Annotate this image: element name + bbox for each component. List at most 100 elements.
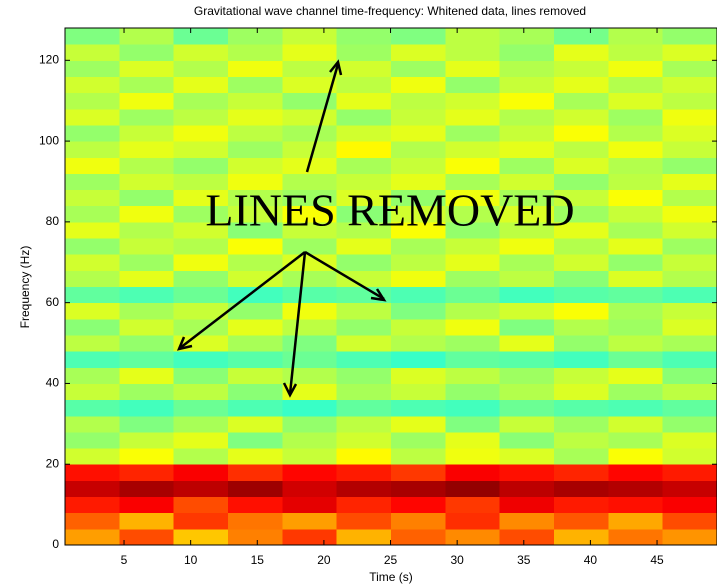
cell bbox=[228, 432, 283, 449]
cell bbox=[119, 464, 174, 481]
cell bbox=[445, 303, 500, 320]
cell bbox=[119, 367, 174, 384]
cell bbox=[500, 319, 555, 336]
cell bbox=[445, 367, 500, 384]
cell bbox=[119, 287, 174, 304]
cell bbox=[445, 497, 500, 514]
cell bbox=[119, 383, 174, 400]
cell bbox=[500, 432, 555, 449]
cell bbox=[608, 335, 663, 352]
cell bbox=[228, 60, 283, 77]
cell bbox=[119, 351, 174, 368]
cell bbox=[663, 206, 717, 223]
cell bbox=[500, 157, 555, 174]
cell bbox=[445, 270, 500, 287]
cell bbox=[174, 480, 229, 497]
cell bbox=[119, 480, 174, 497]
cell bbox=[500, 513, 555, 530]
cell bbox=[282, 497, 337, 514]
cell bbox=[500, 109, 555, 126]
cell bbox=[391, 254, 446, 271]
cell bbox=[663, 416, 717, 433]
cell bbox=[337, 93, 392, 110]
cell bbox=[608, 44, 663, 61]
cell bbox=[65, 157, 120, 174]
cell bbox=[554, 351, 609, 368]
cell bbox=[337, 44, 392, 61]
cell bbox=[500, 287, 555, 304]
cell bbox=[119, 76, 174, 93]
cell bbox=[391, 383, 446, 400]
cell bbox=[228, 254, 283, 271]
cell bbox=[65, 335, 120, 352]
cell bbox=[554, 529, 609, 546]
cell bbox=[608, 254, 663, 271]
cell bbox=[282, 448, 337, 465]
cell bbox=[554, 400, 609, 417]
cell bbox=[663, 238, 717, 255]
cell bbox=[65, 238, 120, 255]
cell bbox=[119, 513, 174, 530]
y-tick-label: 80 bbox=[46, 214, 60, 228]
cell bbox=[608, 303, 663, 320]
cell bbox=[608, 109, 663, 126]
cell bbox=[228, 367, 283, 384]
cell bbox=[554, 367, 609, 384]
cell bbox=[174, 238, 229, 255]
cell bbox=[228, 93, 283, 110]
cell bbox=[337, 28, 392, 45]
cell bbox=[663, 400, 717, 417]
cell bbox=[65, 367, 120, 384]
cell bbox=[663, 448, 717, 465]
cell bbox=[663, 497, 717, 514]
cell bbox=[65, 76, 120, 93]
y-tick-label: 0 bbox=[52, 537, 59, 551]
cell bbox=[608, 416, 663, 433]
cell bbox=[65, 400, 120, 417]
cell bbox=[282, 303, 337, 320]
cell bbox=[391, 76, 446, 93]
cell bbox=[65, 254, 120, 271]
cell bbox=[554, 416, 609, 433]
cell bbox=[174, 28, 229, 45]
cell bbox=[65, 416, 120, 433]
cell bbox=[174, 157, 229, 174]
cell bbox=[500, 141, 555, 158]
cell bbox=[174, 513, 229, 530]
cell bbox=[445, 351, 500, 368]
cell bbox=[663, 432, 717, 449]
cell bbox=[174, 529, 229, 546]
cell bbox=[282, 432, 337, 449]
cell bbox=[445, 464, 500, 481]
cell bbox=[282, 287, 337, 304]
spectrogram-cells bbox=[65, 28, 717, 546]
cell bbox=[608, 173, 663, 190]
cell bbox=[119, 335, 174, 352]
cell bbox=[445, 254, 500, 271]
cell bbox=[65, 464, 120, 481]
cell bbox=[663, 190, 717, 207]
cell bbox=[391, 125, 446, 142]
cell bbox=[65, 480, 120, 497]
cell bbox=[663, 93, 717, 110]
annotation: LINES REMOVED bbox=[205, 185, 574, 236]
chart-title: Gravitational wave channel time-frequenc… bbox=[194, 4, 586, 18]
cell bbox=[608, 157, 663, 174]
cell bbox=[228, 157, 283, 174]
cell bbox=[228, 513, 283, 530]
cell bbox=[608, 76, 663, 93]
cell bbox=[228, 448, 283, 465]
cell bbox=[174, 60, 229, 77]
x-tick-label: 10 bbox=[184, 553, 198, 567]
x-tick-label: 45 bbox=[650, 553, 664, 567]
cell bbox=[608, 93, 663, 110]
cell bbox=[119, 190, 174, 207]
cell bbox=[65, 351, 120, 368]
cell bbox=[119, 173, 174, 190]
cell bbox=[337, 303, 392, 320]
y-tick-label: 120 bbox=[39, 52, 59, 66]
cell bbox=[663, 529, 717, 546]
cell bbox=[608, 319, 663, 336]
cell bbox=[65, 497, 120, 514]
y-tick-label: 100 bbox=[39, 133, 59, 147]
